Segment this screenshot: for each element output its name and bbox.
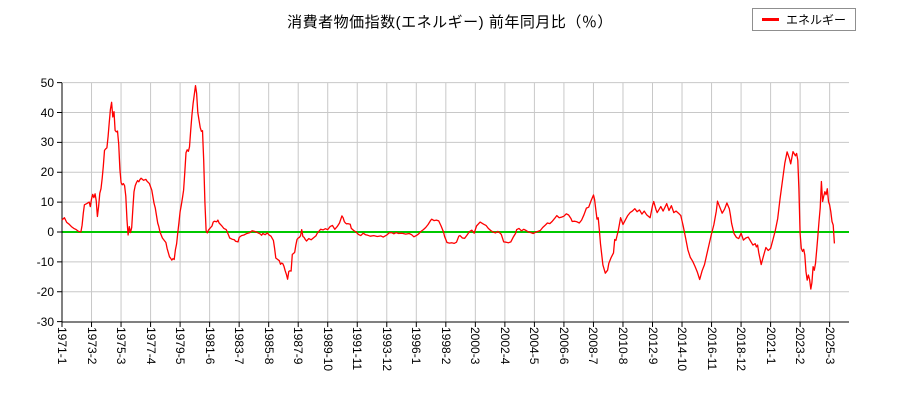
energy-series-line	[61, 84, 836, 290]
y-tick-label: 0	[47, 225, 54, 239]
y-tick-label: -20	[36, 284, 54, 299]
chart-title: 消費者物価指数(エネルギー) 前年同月比（％）	[287, 14, 613, 31]
x-tick-label: 1973-2	[84, 327, 99, 365]
x-tick-label: 1987-9	[291, 327, 306, 365]
x-tick-label: 2008-7	[586, 327, 601, 365]
y-tick-label: 20	[40, 165, 54, 180]
y-tick-label: 50	[40, 75, 54, 90]
x-tick-label: 2010-8	[615, 327, 630, 365]
x-tick-label: 1977-4	[143, 327, 158, 365]
x-tick-label: 2023-2	[793, 327, 808, 365]
x-tick-label: 1979-5	[173, 327, 188, 365]
y-tick-label: 40	[40, 105, 54, 120]
legend: エネルギー	[752, 8, 857, 31]
x-tick-label: 2021-1	[763, 327, 778, 365]
x-tick-label: 1981-6	[202, 327, 217, 365]
x-tick-label: 2004-5	[527, 327, 542, 365]
y-tick-label: 10	[40, 195, 54, 210]
x-tick-label: 2014-10	[675, 327, 690, 372]
x-tick-label: 1985-8	[261, 327, 276, 365]
x-tick-label: 1991-11	[350, 327, 365, 371]
x-tick-label: 1998-2	[438, 327, 453, 365]
y-tick-label: -30	[36, 314, 54, 329]
x-tick-label: 1993-12	[379, 327, 394, 372]
legend-line-swatch	[762, 18, 779, 21]
x-tick-label: 1989-10	[320, 327, 335, 372]
x-tick-label: 2018-12	[734, 327, 749, 372]
x-tick-label: 1996-1	[409, 327, 424, 365]
x-tick-label: 2025-3	[822, 327, 837, 365]
x-tick-label: 2012-9	[645, 327, 660, 365]
x-tick-label: 1975-3	[114, 327, 129, 365]
x-tick-label: 2000-3	[468, 327, 483, 365]
x-tick-label: 2002-4	[497, 327, 512, 365]
x-tick-label: 1971-1	[55, 327, 69, 365]
y-tick-label: -10	[36, 254, 54, 269]
legend-label: エネルギー	[786, 13, 847, 27]
x-tick-label: 1983-7	[232, 327, 247, 365]
y-tick-label: 30	[40, 135, 54, 150]
x-tick-label: 2016-11	[704, 327, 719, 371]
x-tick-label: 2006-6	[556, 327, 571, 365]
